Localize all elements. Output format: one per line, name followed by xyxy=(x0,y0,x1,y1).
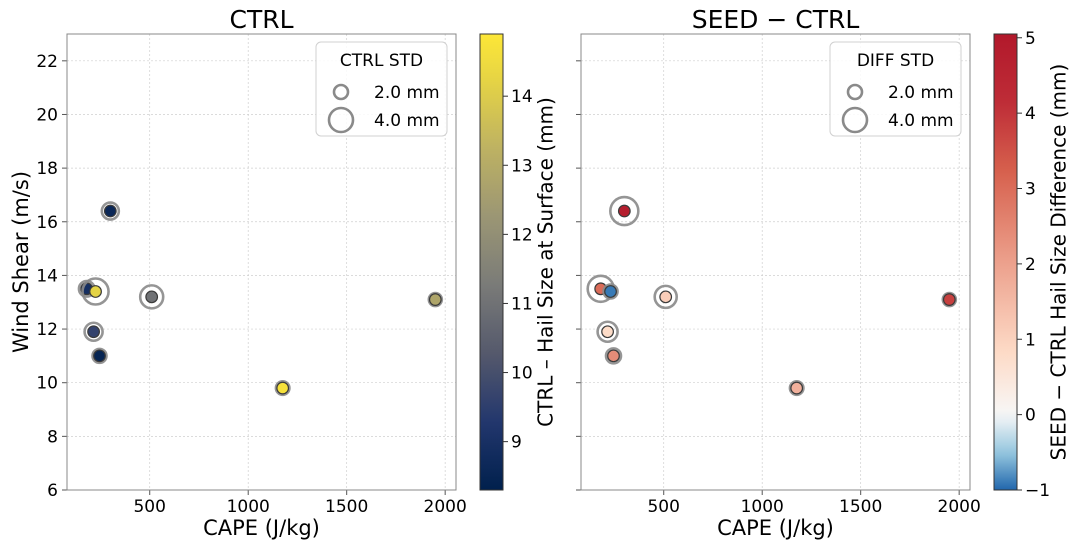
legend-label: 2.0 mm xyxy=(374,83,440,103)
point-std-ring xyxy=(427,291,444,308)
y-tick-label: 6 xyxy=(47,481,58,501)
legend-title: DIFF STD xyxy=(857,51,934,71)
colorbar-tick-label: 10 xyxy=(511,364,533,384)
y-tick-label: 22 xyxy=(36,52,58,72)
x-tick-label: 2000 xyxy=(938,497,981,517)
axes-frame xyxy=(66,33,457,491)
point-std-ring xyxy=(653,284,678,310)
point-std-ring xyxy=(941,291,958,308)
panel-title: CTRL xyxy=(229,5,293,34)
colorbar-tick-label: 4 xyxy=(1025,104,1036,124)
x-tick-label: 1000 xyxy=(741,497,784,517)
data-point xyxy=(617,204,631,218)
colorbar-tick-label: 2 xyxy=(1025,255,1036,275)
x-tick-label: 1500 xyxy=(839,497,882,517)
y-tick-label: 16 xyxy=(36,213,58,233)
point-std-ring xyxy=(604,347,623,365)
colorbar-tick-label: 11 xyxy=(511,294,533,314)
point-std-ring xyxy=(274,380,291,397)
x-tick-label: 1000 xyxy=(227,497,270,517)
colorbar-tick-label: 13 xyxy=(511,156,533,176)
x-tick-label: 500 xyxy=(133,497,165,517)
data-point xyxy=(659,290,673,304)
y-tick-label: 14 xyxy=(36,266,58,286)
point-std-ring xyxy=(91,347,108,365)
legend-label: 2.0 mm xyxy=(888,83,954,103)
point-std-ring xyxy=(596,320,619,344)
colorbar-tick-label: 9 xyxy=(511,433,522,453)
colorbar xyxy=(993,33,1018,491)
y-tick-label: 8 xyxy=(47,427,58,447)
colorbar-tick-label: 5 xyxy=(1025,29,1036,49)
data-point xyxy=(145,290,159,304)
legend-marker xyxy=(332,83,350,101)
x-axis-label: CAPE (J/kg) xyxy=(717,516,834,540)
data-point xyxy=(276,381,290,395)
legend-title: CTRL STD xyxy=(340,51,423,71)
colorbar-tick-label: −1 xyxy=(1025,481,1050,501)
x-axis-label: CAPE (J/kg) xyxy=(203,516,320,540)
data-point xyxy=(89,285,102,298)
legend-label: 4.0 mm xyxy=(374,111,440,131)
colorbar-tick-label: 0 xyxy=(1025,406,1036,426)
data-point xyxy=(103,204,117,218)
colorbar-label: SEED − CTRL Hail Size Difference (mm) xyxy=(1047,64,1071,461)
point-std-ring xyxy=(602,283,619,300)
colorbar-tick-label: 14 xyxy=(511,87,533,107)
point-std-ring xyxy=(100,201,121,221)
data-point xyxy=(87,325,100,339)
panel-2: 500 1000 1500 2000 SEED − CTRL CAPE (J/kg) DIF… xyxy=(576,5,1071,540)
data-point xyxy=(790,381,804,395)
y-tick-label: 12 xyxy=(36,320,58,340)
point-std-ring xyxy=(788,380,805,397)
axes-frame xyxy=(580,33,971,491)
data-point xyxy=(607,349,620,363)
point-std-ring xyxy=(609,195,640,227)
x-tick-label: 2000 xyxy=(424,497,467,517)
y-tick-label: 20 xyxy=(36,105,58,125)
data-point xyxy=(604,285,617,298)
y-tick-label: 10 xyxy=(36,374,58,394)
y-axis-label: Wind Shear (m/s) xyxy=(9,171,33,353)
colorbar xyxy=(479,33,504,491)
colorbar-tick-label: 1 xyxy=(1025,330,1036,350)
point-std-ring xyxy=(83,321,104,343)
data-point xyxy=(93,349,106,363)
y-tick-label: 18 xyxy=(36,159,58,179)
panel-1: 500 1000 1500 2000 6 8 10 12 14 16 18 20 22 CTRL CAPE … xyxy=(9,5,558,540)
point-std-ring xyxy=(81,277,110,306)
colorbar-tick-label: 3 xyxy=(1025,180,1036,200)
x-tick-label: 1500 xyxy=(325,497,368,517)
legend-label: 4.0 mm xyxy=(888,111,954,131)
data-point xyxy=(942,293,956,306)
data-point xyxy=(428,293,442,306)
legend-marker xyxy=(841,106,869,134)
panel-title: SEED − CTRL xyxy=(692,5,860,34)
point-std-ring xyxy=(138,284,165,310)
colorbar-tick-label: 12 xyxy=(511,225,533,245)
colorbar-label: CTRL – Hail Size at Surface (mm) xyxy=(534,97,558,427)
legend-marker xyxy=(327,106,355,134)
data-point xyxy=(601,325,614,339)
legend-marker xyxy=(846,83,864,101)
x-tick-label: 500 xyxy=(647,497,679,517)
